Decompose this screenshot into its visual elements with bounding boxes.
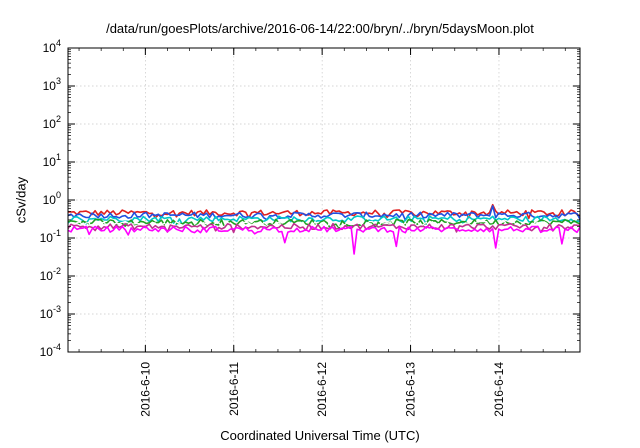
y-tick-label: 101: [43, 152, 61, 169]
series-line-7: [67, 225, 581, 255]
series-line-3: [67, 215, 581, 226]
y-tick-label: 10-4: [40, 342, 61, 359]
y-tick-label: 102: [43, 114, 61, 131]
y-tick-label: 100: [43, 190, 61, 207]
x-axis-label: Coordinated Universal Time (UTC): [220, 428, 420, 443]
x-tick-label: 2016-6-11: [227, 362, 241, 416]
series-line-4: [67, 218, 581, 229]
y-tick-label: 10-3: [40, 304, 61, 321]
y-tick-label: 10-2: [40, 266, 61, 283]
y-axis-label: cSv/day: [13, 176, 29, 224]
chart-title: /data/run/goesPlots/archive/2016-06-14/2…: [106, 21, 534, 36]
data-series: [67, 203, 581, 255]
x-tick-label: 2016-6-12: [315, 362, 329, 417]
y-tick-label: 103: [43, 76, 61, 93]
grid-lines: [68, 48, 580, 352]
x-tick-label: 2016-6-10: [138, 362, 152, 417]
y-tick-label: 104: [43, 38, 61, 55]
axis-ticks: 10-4 10-3 10-2 10-1 100 101 102 103 104 2016-6-10…: [40, 38, 580, 417]
y-tick-label: 10-1: [40, 228, 61, 245]
series-line-2: [67, 205, 581, 221]
x-tick-label: 2016-6-14: [492, 362, 506, 417]
series-line-5: [67, 220, 581, 231]
x-tick-label: 2016-6-13: [404, 362, 418, 417]
